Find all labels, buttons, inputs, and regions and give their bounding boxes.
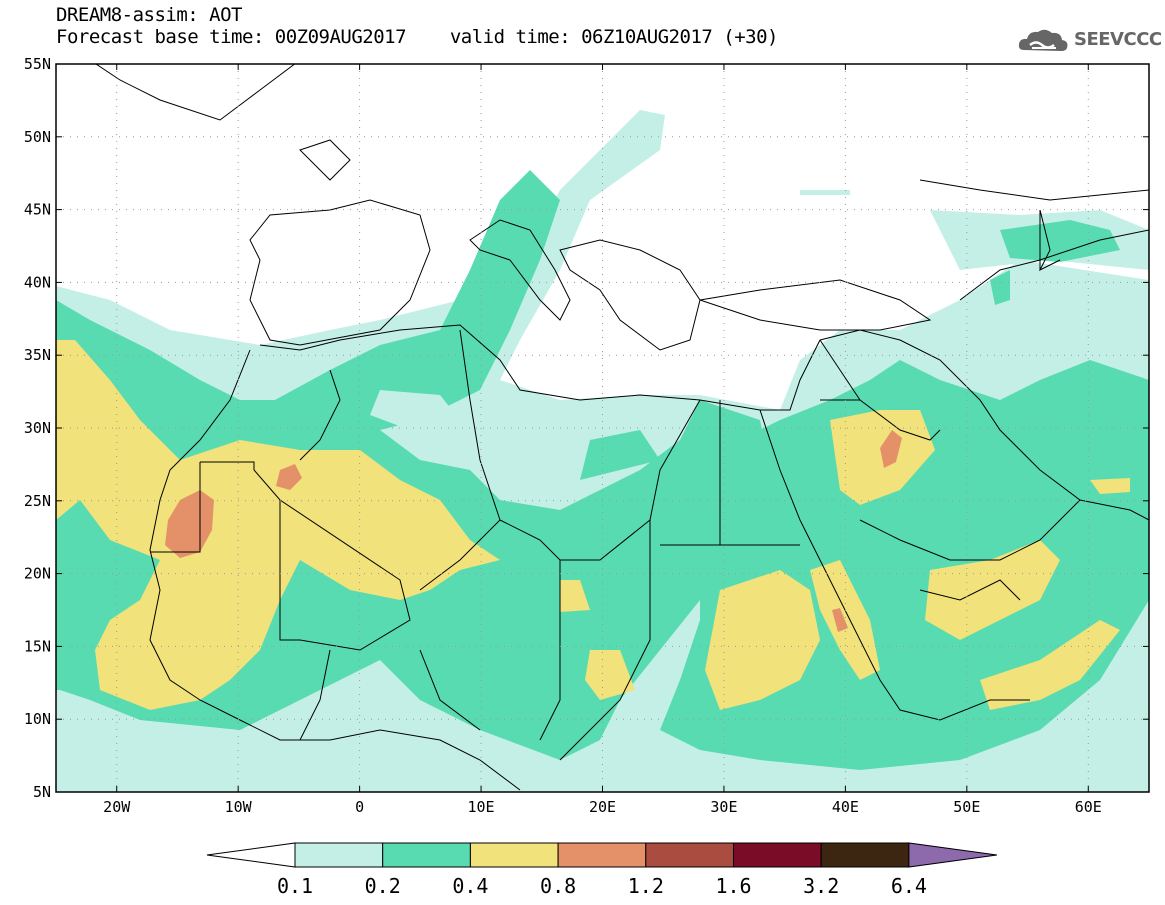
lon-tick-label: 40E bbox=[832, 798, 859, 816]
lat-tick-label: 15N bbox=[24, 637, 51, 655]
lon-tick-label: 10W bbox=[225, 798, 253, 816]
colorbar-cell bbox=[382, 842, 471, 868]
lat-tick-label: 20N bbox=[24, 565, 51, 583]
aot-band-0-8 bbox=[165, 430, 902, 632]
lon-tick-label: 50E bbox=[953, 798, 980, 816]
lat-tick-label: 30N bbox=[24, 419, 51, 437]
colorbar-low-arrow bbox=[206, 842, 296, 868]
lon-tick-label: 0 bbox=[355, 798, 364, 816]
lon-tick-label: 10E bbox=[468, 798, 495, 816]
colorbar-cell bbox=[820, 842, 910, 868]
base-time-label: Forecast base time: 00Z09AUG2017 bbox=[56, 26, 407, 48]
colorbar-cell bbox=[557, 842, 647, 868]
colorbar-label: 3.2 bbox=[803, 874, 839, 898]
graticule bbox=[56, 63, 1149, 793]
lon-tick-label: 30E bbox=[710, 798, 737, 816]
seevccc-logo: SEEVCCC bbox=[1016, 24, 1162, 56]
colorbar-cell bbox=[645, 842, 734, 868]
lat-tick-label: 50N bbox=[24, 128, 51, 146]
logo-text: SEEVCCC bbox=[1074, 29, 1162, 50]
colorbar-label: 0.4 bbox=[452, 874, 488, 898]
cloud-icon bbox=[1018, 29, 1068, 51]
colorbar-label: 1.6 bbox=[715, 874, 751, 898]
lon-tick-label: 60E bbox=[1075, 798, 1102, 816]
colorbar-high-arrow bbox=[908, 842, 997, 868]
lat-tick-label: 45N bbox=[24, 201, 51, 219]
lat-tick-label: 10N bbox=[24, 710, 51, 728]
forecast-times: Forecast base time: 00Z09AUG2017 valid t… bbox=[56, 27, 778, 47]
colorbar-label: 6.4 bbox=[891, 874, 927, 898]
colorbar-label: 0.8 bbox=[540, 874, 576, 898]
colorbar-cell bbox=[469, 842, 559, 868]
country-borders bbox=[150, 210, 1041, 761]
lat-tick-label: 40N bbox=[24, 273, 51, 291]
map-title: DREAM8-assim: AOT bbox=[56, 4, 242, 26]
valid-time-label: valid time: 06Z10AUG2017 (+30) bbox=[449, 26, 779, 48]
lat-tick-label: 55N bbox=[24, 55, 51, 73]
colorbar-label: 0.1 bbox=[277, 874, 313, 898]
colorbar-label: 1.2 bbox=[628, 874, 664, 898]
lon-tick-label: 20W bbox=[103, 798, 131, 816]
coastlines bbox=[95, 64, 1149, 791]
lat-tick-label: 5N bbox=[33, 783, 51, 801]
map-ticks: 20W 10W 0 10E 20E 30E 40E 50E 60E 55N 50N 45N 40N 35N… bbox=[24, 55, 1149, 816]
lon-tick-label: 20E bbox=[589, 798, 616, 816]
colorbar-cell bbox=[294, 842, 384, 868]
aot-field bbox=[56, 110, 1149, 792]
lat-tick-label: 35N bbox=[24, 346, 51, 364]
colorbar-cell bbox=[733, 842, 822, 868]
colorbar-label: 0.2 bbox=[365, 874, 401, 898]
lat-tick-label: 25N bbox=[24, 492, 51, 510]
